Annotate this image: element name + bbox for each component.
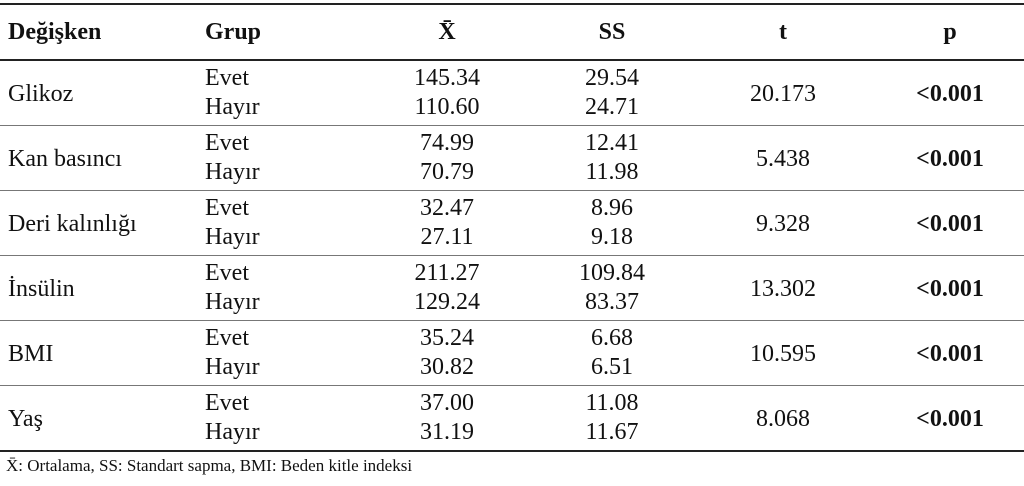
row-rule xyxy=(0,125,1024,126)
sd-value: 8.96 xyxy=(591,195,633,221)
t-value: 10.595 xyxy=(750,341,816,367)
mean-value: 129.24 xyxy=(414,289,480,315)
row-rule xyxy=(0,450,1024,452)
sd-value: 109.84 xyxy=(579,260,645,286)
mean-value: 74.99 xyxy=(420,130,474,156)
top-rule xyxy=(0,3,1024,5)
sd-value: 24.71 xyxy=(585,94,639,120)
mean-value: 31.19 xyxy=(420,419,474,445)
mean-value: 27.11 xyxy=(420,224,474,250)
sd-value: 6.51 xyxy=(591,354,633,380)
sd-value: 11.08 xyxy=(585,390,639,416)
column-header: SS xyxy=(598,19,626,45)
mean-value: 30.82 xyxy=(420,354,474,380)
row-rule xyxy=(0,190,1024,191)
t-value: 9.328 xyxy=(756,211,810,237)
mean-value: 70.79 xyxy=(420,159,474,185)
mean-value: 37.00 xyxy=(420,390,474,416)
sd-value: 12.41 xyxy=(585,130,639,156)
p-value: <0.001 xyxy=(916,406,984,432)
t-value: 13.302 xyxy=(750,276,816,302)
group-label: Evet xyxy=(205,390,249,416)
variable-name: BMI xyxy=(8,341,54,367)
group-label: Hayır xyxy=(205,224,260,250)
header-rule xyxy=(0,59,1024,61)
mean-value: 211.27 xyxy=(414,260,480,286)
t-value: 8.068 xyxy=(756,406,810,432)
mean-value: 110.60 xyxy=(414,94,480,120)
p-value: <0.001 xyxy=(916,341,984,367)
p-value: <0.001 xyxy=(916,211,984,237)
p-value: <0.001 xyxy=(916,146,984,172)
variable-name: Glikoz xyxy=(8,81,74,107)
group-label: Evet xyxy=(205,130,249,156)
sd-value: 11.67 xyxy=(585,419,639,445)
variable-name: Kan basıncı xyxy=(8,146,122,172)
group-label: Hayır xyxy=(205,159,260,185)
group-label: Hayır xyxy=(205,354,260,380)
column-header: p xyxy=(943,19,957,45)
group-label: Hayır xyxy=(205,419,260,445)
row-rule xyxy=(0,320,1024,321)
column-header: Grup xyxy=(205,19,262,45)
footnote: X̄: Ortalama, SS: Standart sapma, BMI: B… xyxy=(6,456,413,475)
row-rule xyxy=(0,255,1024,256)
group-label: Evet xyxy=(205,325,249,351)
group-label: Hayır xyxy=(205,289,260,315)
sd-value: 29.54 xyxy=(585,65,639,91)
p-value: <0.001 xyxy=(916,276,984,302)
t-value: 5.438 xyxy=(756,146,810,172)
p-value: <0.001 xyxy=(916,81,984,107)
column-header: Değişken xyxy=(8,19,102,45)
variable-name: İnsülin xyxy=(8,276,75,302)
column-header: t xyxy=(779,19,787,45)
sd-value: 83.37 xyxy=(585,289,639,315)
group-label: Evet xyxy=(205,195,249,221)
t-value: 20.173 xyxy=(750,81,816,107)
group-label: Hayır xyxy=(205,94,260,120)
group-label: Evet xyxy=(205,65,249,91)
mean-value: 145.34 xyxy=(414,65,480,91)
column-header: X̄ xyxy=(438,19,456,45)
mean-value: 35.24 xyxy=(420,325,474,351)
sd-value: 9.18 xyxy=(591,224,633,250)
mean-value: 32.47 xyxy=(420,195,474,221)
row-rule xyxy=(0,385,1024,386)
variable-name: Yaş xyxy=(8,406,43,432)
sd-value: 6.68 xyxy=(591,325,633,351)
variable-name: Deri kalınlığı xyxy=(8,211,137,237)
group-label: Evet xyxy=(205,260,249,286)
sd-value: 11.98 xyxy=(585,159,639,185)
